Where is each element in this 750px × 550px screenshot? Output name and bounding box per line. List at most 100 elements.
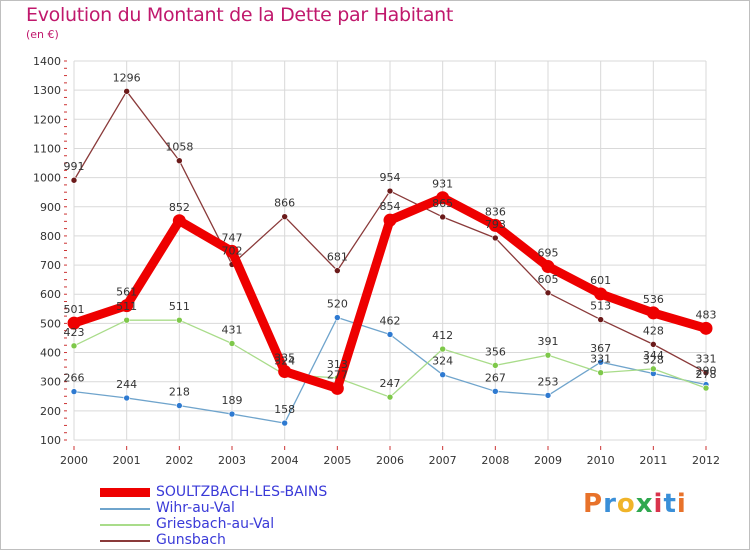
data-label-wihr-au-val: 367: [590, 342, 611, 355]
data-label-griesbach-au-val: 356: [485, 345, 506, 358]
y-tick-label: 800: [40, 230, 61, 243]
data-label-wihr-au-val: 189: [222, 394, 243, 407]
data-point-gunsbach: [386, 187, 394, 195]
data-point-gunsbach: [702, 369, 710, 376]
y-tick-label: 1000: [33, 172, 61, 185]
data-point-wihr-au-val: [386, 331, 394, 338]
data-label-gunsbach: 1058: [165, 141, 193, 154]
data-label-wihr-au-val: 520: [327, 298, 348, 311]
data-label-gunsbach: 681: [327, 251, 348, 264]
logo-letter: r: [603, 489, 617, 519]
data-point-wihr-au-val: [228, 410, 236, 418]
data-point-griesbach-au-val: [544, 351, 552, 359]
data-label-soultzbach-les-bains: 854: [380, 200, 401, 213]
data-label-wihr-au-val: 324: [432, 355, 453, 368]
data-point-soultzbach-les-bains: [330, 381, 344, 395]
data-label-griesbach-au-val: 511: [169, 300, 190, 313]
data-point-soultzbach-les-bains: [488, 218, 502, 232]
data-point-wihr-au-val: [439, 371, 446, 378]
data-label-gunsbach: 954: [380, 171, 401, 184]
data-label-griesbach-au-val: 431: [222, 324, 243, 337]
data-point-griesbach-au-val: [650, 365, 657, 373]
data-point-griesbach-au-val: [228, 340, 236, 347]
data-point-soultzbach-les-bains: [646, 306, 660, 320]
data-point-gunsbach: [334, 267, 341, 274]
data-point-soultzbach-les-bains: [699, 321, 713, 335]
legend-swatch: [100, 540, 150, 542]
x-tick-label: 2008: [481, 454, 509, 467]
data-label-gunsbach: 1296: [113, 71, 141, 84]
data-label-griesbach-au-val: 324: [274, 355, 295, 368]
data-point-wihr-au-val: [176, 402, 183, 409]
logo-letter: t: [663, 489, 677, 519]
x-tick-label: 2000: [60, 454, 88, 467]
data-label-soultzbach-les-bains: 601: [590, 274, 611, 287]
data-label-griesbach-au-val: 344: [643, 349, 664, 362]
data-point-gunsbach: [176, 157, 183, 165]
x-tick-label: 2009: [534, 454, 562, 467]
logo-letter: o: [616, 489, 636, 519]
data-point-soultzbach-les-bains: [541, 260, 555, 274]
y-tick-label: 400: [40, 347, 61, 360]
data-label-griesbach-au-val: 412: [432, 329, 453, 342]
data-label-wihr-au-val: 244: [116, 378, 137, 391]
data-label-wihr-au-val: 462: [380, 314, 401, 327]
x-tick-label: 2006: [376, 454, 404, 467]
data-label-soultzbach-les-bains: 747: [222, 231, 243, 244]
data-point-soultzbach-les-bains: [436, 191, 450, 205]
data-label-wihr-au-val: 267: [485, 371, 506, 384]
x-tick-label: 2004: [271, 454, 299, 467]
y-tick-label: 1100: [33, 142, 61, 155]
data-label-griesbach-au-val: 278: [696, 368, 717, 381]
data-label-wihr-au-val: 218: [169, 386, 190, 399]
data-point-soultzbach-les-bains: [172, 214, 186, 228]
data-label-gunsbach: 793: [485, 218, 506, 231]
data-label-wihr-au-val: 158: [274, 403, 295, 416]
data-label-soultzbach-les-bains: 931: [432, 178, 453, 191]
x-tick-label: 2001: [113, 454, 141, 467]
legend-swatch: [100, 488, 150, 497]
data-label-gunsbach: 991: [64, 160, 85, 173]
legend-label: Griesbach-au-Val: [156, 516, 275, 532]
logo-letter: i: [653, 489, 664, 519]
legend-label: Gunsbach: [156, 532, 226, 548]
data-label-soultzbach-les-bains: 536: [643, 293, 664, 306]
data-label-wihr-au-val: 290: [696, 365, 717, 378]
data-label-gunsbach: 513: [590, 300, 611, 313]
data-point-gunsbach: [650, 341, 657, 348]
data-label-soultzbach-les-bains: 852: [169, 201, 190, 214]
data-point-soultzbach-les-bains: [225, 244, 239, 258]
data-point-gunsbach: [70, 176, 78, 184]
data-label-griesbach-au-val: 423: [64, 326, 85, 339]
data-label-soultzbach-les-bains: 335: [274, 351, 295, 364]
data-label-wihr-au-val: 253: [538, 375, 559, 388]
data-label-soultzbach-les-bains: 695: [538, 247, 559, 260]
legend-swatch: [100, 524, 150, 526]
y-tick-label: 600: [40, 288, 61, 301]
data-point-gunsbach: [281, 213, 288, 220]
data-label-soultzbach-les-bains: 483: [696, 308, 717, 321]
y-tick-label: 1200: [33, 113, 61, 126]
data-label-griesbach-au-val: 313: [327, 358, 348, 371]
data-label-soultzbach-les-bains: 836: [485, 205, 506, 218]
data-label-griesbach-au-val: 331: [590, 353, 611, 366]
data-point-griesbach-au-val: [176, 316, 183, 324]
data-label-gunsbach: 865: [432, 197, 453, 210]
data-point-soultzbach-les-bains: [383, 213, 397, 227]
x-tick-label: 2007: [429, 454, 457, 467]
data-point-soultzbach-les-bains: [594, 287, 608, 301]
data-label-gunsbach: 331: [696, 353, 717, 366]
data-point-griesbach-au-val: [123, 316, 130, 324]
data-label-wihr-au-val: 328: [643, 354, 664, 367]
y-tick-label: 1300: [33, 84, 61, 97]
x-tick-label: 2005: [323, 454, 351, 467]
y-tick-label: 200: [40, 405, 61, 418]
chart-title: Evolution du Montant de la Dette par Hab…: [26, 4, 454, 26]
x-tick-label: 2012: [692, 454, 720, 467]
data-point-griesbach-au-val: [439, 345, 446, 353]
x-tick-label: 2003: [218, 454, 246, 467]
data-point-soultzbach-les-bains: [120, 299, 134, 313]
data-point-gunsbach: [492, 234, 499, 242]
data-point-wihr-au-val: [281, 419, 288, 427]
